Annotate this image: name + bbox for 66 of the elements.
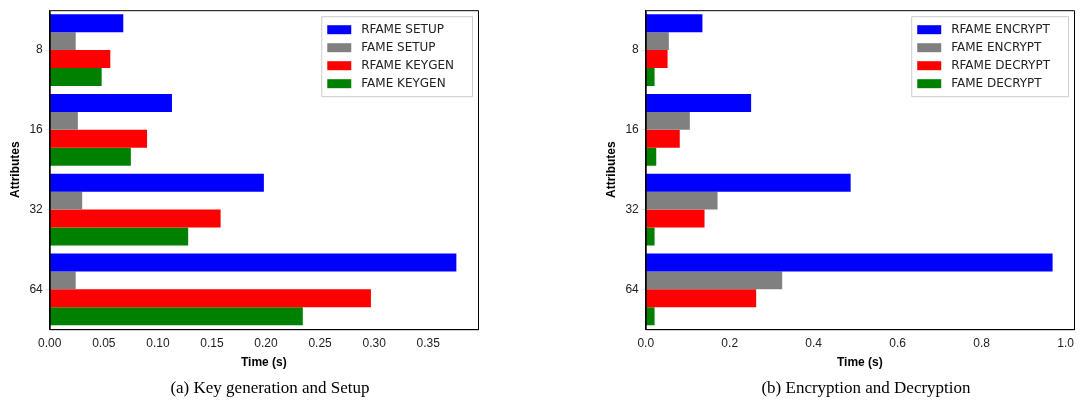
y-tick-label: 64 <box>625 281 640 296</box>
bar <box>645 173 851 192</box>
x-axis-title: Time (s) <box>836 355 883 370</box>
legend-label: FAME DECRYPT <box>951 76 1043 91</box>
y-tick-label: 16 <box>29 122 44 137</box>
bar <box>49 32 76 51</box>
y-tick-label: 8 <box>36 42 44 57</box>
bar <box>645 68 655 86</box>
bar <box>49 209 221 228</box>
y-tick-label: 8 <box>632 42 640 57</box>
text: (a) Key generation and Setup <box>169 378 371 398</box>
x-tick-label: 0.25 <box>308 335 333 350</box>
bar <box>49 307 303 326</box>
legend-label: RFAME SETUP <box>361 22 444 37</box>
x-tick-label: 0.0 <box>637 335 655 350</box>
bar <box>49 14 124 33</box>
x-tick-label: 0.35 <box>416 335 441 350</box>
legend-label: RFAME ENCRYPT <box>951 22 1051 37</box>
bar <box>49 191 83 210</box>
y-tick-label: 32 <box>625 201 640 216</box>
x-tick-label: 0.8 <box>973 335 991 350</box>
legend-label: FAME SETUP <box>361 40 436 55</box>
bar <box>645 191 718 210</box>
x-tick-label: 0.2 <box>721 335 739 350</box>
x-tick-label: 0.30 <box>362 335 387 350</box>
x-axis-title: Time (s) <box>240 355 287 370</box>
legend-label: FAME KEYGEN <box>361 76 446 91</box>
bar <box>645 307 655 326</box>
bar <box>645 111 690 130</box>
bar <box>645 32 669 51</box>
bar <box>49 253 457 272</box>
text: (b) Encryption and Decryption <box>760 378 972 398</box>
y-tick-label: 64 <box>29 281 44 296</box>
x-tick-label: 0.15 <box>200 335 224 350</box>
bar <box>49 147 131 166</box>
x-tick-label: 0.6 <box>889 335 907 350</box>
bar <box>645 14 703 33</box>
bar <box>49 50 111 69</box>
bar <box>49 227 189 246</box>
bar <box>645 271 783 290</box>
bar <box>49 68 102 86</box>
bar <box>49 289 371 308</box>
x-tick-label: 0.4 <box>805 335 823 350</box>
legend-label: RFAME KEYGEN <box>361 58 455 73</box>
legend-label: RFAME DECRYPT <box>951 58 1051 73</box>
x-tick-label: 0.00 <box>38 335 62 350</box>
bar <box>49 271 76 290</box>
bar <box>645 129 680 148</box>
x-tick-label: 0.05 <box>92 335 116 350</box>
bar <box>645 253 1053 272</box>
y-tick-label: 32 <box>29 201 44 216</box>
bar <box>645 93 752 112</box>
y-axis-title: Attributes <box>7 141 22 199</box>
legend-label: FAME ENCRYPT <box>951 40 1043 55</box>
bar <box>645 50 668 69</box>
bar <box>645 289 757 308</box>
bar <box>49 129 148 148</box>
y-tick-label: 16 <box>625 122 640 137</box>
bar <box>645 209 705 228</box>
x-tick-label: 1.0 <box>1057 335 1075 350</box>
bar <box>49 173 264 192</box>
y-axis-title: Attributes <box>603 141 618 199</box>
bar <box>49 111 78 130</box>
x-tick-label: 0.10 <box>146 335 170 350</box>
bar <box>49 93 172 112</box>
x-tick-label: 0.20 <box>254 335 279 350</box>
